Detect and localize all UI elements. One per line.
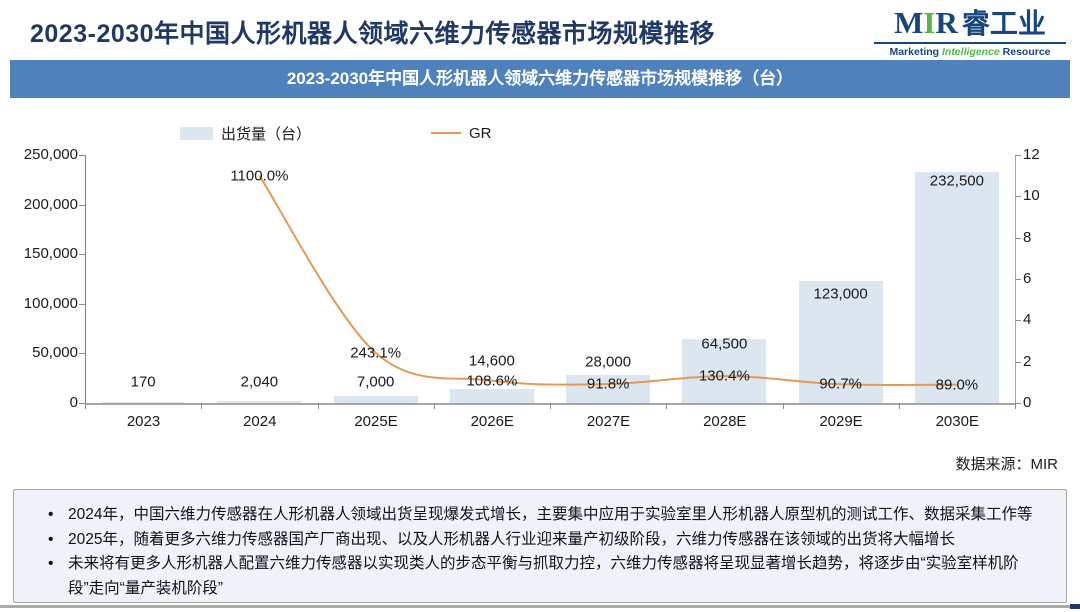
right-axis-tickmark [1015,237,1021,239]
bar-2030E [914,172,999,403]
right-axis-tickmark [1015,155,1021,156]
growth-rate-label: 1100.0% [230,167,289,185]
chart-area: 出货量（台） GR 0 50,000 100,000 150,000 200,000 25… [0,112,1080,457]
x-axis-category-label: 2024 [243,413,277,430]
bar-value-label: 170 [130,373,156,391]
growth-rate-label: 243.1% [350,344,402,362]
right-axis-tickmark [1015,361,1021,363]
x-axis-tickmark [317,403,319,409]
legend-label-gr: GR [469,124,492,142]
chart-title-banner: 2023-2030年中国人形机器人领域六维力传感器市场规模推移（台） [10,60,1070,98]
logo-underline [874,42,1066,44]
left-y-axis-line [85,155,86,403]
left-axis-tick-label: 100,000 [23,294,78,312]
notes-list: 2024年，中国六维力传感器在人形机器人领域出货呈现爆发式增长，主要集中应用于实… [14,503,1066,601]
right-axis-tick-label: 4 [1023,311,1032,329]
growth-rate-label: 90.7% [819,375,862,393]
right-axis-tick-label: 10 [1023,187,1040,205]
right-axis-tick-label: 8 [1023,228,1032,246]
bar-2023 [101,402,186,403]
x-axis-tickmark [1015,403,1016,409]
note-item: 2025年，随着更多六维力传感器国产厂商出现、以及人形机器人行业迎来量产初级阶段… [44,528,1042,553]
mir-logo-wordmark: MIR 睿工业 [874,6,1066,41]
bottom-corner-mark [1070,604,1080,609]
data-source-label: 数据来源：MIR [955,456,1059,473]
right-axis-tickmark [1015,196,1021,198]
left-axis-tick-label: 200,000 [23,195,78,213]
bar-value-label: 14,600 [468,352,515,370]
x-axis-tickmark [85,403,86,409]
logo-letter-i: I [923,5,936,40]
right-axis-tickmark [1015,279,1021,280]
right-axis-tickmark [1015,320,1021,322]
right-axis-tick-label: 6 [1023,270,1032,287]
legend-item-gr: GR [431,125,492,142]
logo-letter-m: M [894,5,924,40]
left-axis-tickmark [79,204,85,206]
right-axis-tick-label: 2 [1023,352,1032,370]
growth-rate-label: 91.8% [586,375,630,393]
left-axis-tick-label: 50,000 [32,344,78,362]
right-axis-tickmark [1015,403,1021,404]
x-axis-category-label: 2028E [703,413,747,430]
x-axis-tickmark [201,403,203,409]
x-axis-tickmark [666,403,668,409]
page-title: 2023-2030年中国人形机器人领域六维力传感器市场规模推移 [30,20,716,48]
x-axis-category-label: 2023 [126,413,161,430]
line-series-swatch-icon [431,132,462,134]
x-axis-category-label: 2025E [354,413,398,430]
bar-2025E [333,396,418,403]
left-axis-tickmark [79,254,85,256]
growth-rate-label: 89.0% [935,376,979,394]
logo-chinese-name: 睿工业 [961,8,1046,39]
x-axis-tickmark [782,403,784,409]
left-axis-tick-label: 0 [69,394,78,411]
bar-value-label: 7,000 [356,373,395,391]
bar-value-label: 28,000 [585,353,632,371]
x-axis-tickmark [550,403,551,409]
left-axis-tickmark [79,303,85,305]
bar-value-label: 123,000 [813,285,868,303]
note-item: 2024年，中国六维力传感器在人形机器人领域出货呈现爆发式增长，主要集中应用于实… [44,503,1042,528]
left-axis-tickmark [79,403,85,404]
legend-label-shipments: 出货量（台） [221,125,312,143]
growth-rate-label: 130.4% [698,367,750,385]
left-axis-tickmark [79,155,85,156]
bar-series-swatch-icon [180,126,213,140]
notes-box: 2024年，中国六维力传感器在人形机器人领域出货呈现爆发式增长，主要集中应用于实… [13,489,1067,603]
bar-2026E [449,388,534,403]
right-axis-tick-label: 12 [1023,146,1040,163]
note-item: 未来将有更多人形机器人配置六维力传感器以实现类人的步态平衡与抓取力控，六维力传感… [44,552,1042,601]
mir-logo: MIR 睿工业 Marketing Intelligence Resource [874,6,1066,58]
legend-item-shipments: 出货量（台） [180,123,311,144]
x-axis-category-label: 2027E [586,413,631,430]
left-axis-tick-label: 250,000 [23,146,78,163]
logo-letter-r: R [935,5,958,40]
left-axis-tickmark [79,353,85,355]
x-axis-category-label: 2026E [470,413,514,430]
growth-rate-label: 108.6% [466,372,518,390]
bottom-divider [0,605,1072,608]
x-axis-category-label: 2029E [819,413,863,430]
x-axis-category-label: 2030E [935,413,979,430]
chart-legend: 出货量（台） GR [180,122,492,144]
x-axis-tickmark [433,403,435,409]
x-axis-tickmark [898,403,900,409]
bar-value-label: 2,040 [240,373,279,391]
left-axis-tick-label: 150,000 [23,245,78,263]
bar-value-label: 64,500 [701,335,748,353]
right-axis-tick-label: 0 [1023,394,1032,411]
logo-tagline: Marketing Intelligence Resource [889,46,1051,58]
bar-2024 [217,400,302,403]
bar-value-label: 232,500 [929,172,984,190]
